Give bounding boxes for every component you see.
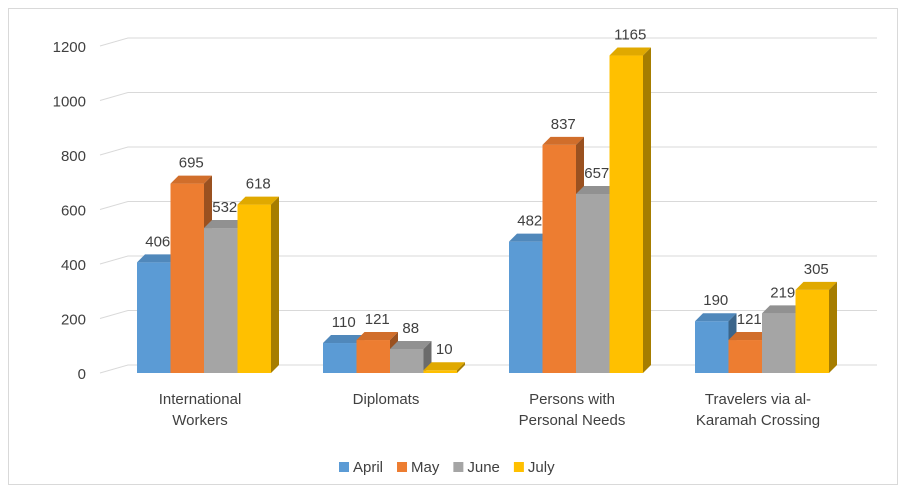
legend-swatch bbox=[453, 462, 464, 472]
bar bbox=[509, 233, 551, 373]
legend-label: May bbox=[411, 459, 440, 476]
bar-front bbox=[795, 289, 829, 373]
bar-front bbox=[609, 55, 643, 373]
y-tick-label: 600 bbox=[61, 202, 86, 219]
data-label: 219 bbox=[770, 284, 795, 301]
chart-border bbox=[8, 8, 898, 485]
x-tick-label: Persons with Personal Needs bbox=[518, 391, 626, 429]
y-tick-label: 400 bbox=[61, 257, 86, 274]
data-label: 110 bbox=[332, 314, 356, 331]
y-tick-label: 200 bbox=[61, 311, 86, 328]
x-tick-label: International Workers bbox=[158, 391, 242, 429]
data-label: 837 bbox=[551, 116, 576, 133]
bar bbox=[423, 362, 465, 373]
data-label: 657 bbox=[584, 165, 609, 182]
legend-swatch bbox=[513, 462, 524, 472]
data-label: 695 bbox=[179, 155, 204, 172]
bar-top bbox=[542, 136, 584, 145]
bar-top bbox=[170, 175, 212, 184]
data-label: 88 bbox=[402, 320, 419, 337]
y-tick-label: 0 bbox=[78, 366, 86, 383]
legend-label: April bbox=[353, 459, 383, 476]
data-label: 10 bbox=[436, 341, 453, 358]
bar-front bbox=[576, 193, 610, 373]
bar-top bbox=[323, 335, 365, 344]
data-label: 305 bbox=[804, 261, 829, 278]
bar-top bbox=[423, 362, 465, 371]
bar-front bbox=[695, 321, 729, 373]
x-tick-label: Travelers via al-Karamah Crossing bbox=[695, 391, 821, 429]
bar-front bbox=[762, 313, 796, 373]
data-label: 618 bbox=[246, 176, 271, 193]
bar bbox=[795, 281, 837, 373]
bar-side bbox=[829, 281, 837, 373]
bar bbox=[204, 220, 246, 373]
legend-swatch bbox=[339, 462, 349, 472]
legend-swatch bbox=[397, 462, 408, 472]
bar bbox=[390, 341, 432, 373]
bar-top bbox=[762, 305, 804, 314]
data-label: 482 bbox=[517, 213, 542, 230]
bar-top bbox=[728, 332, 770, 341]
data-label: 406 bbox=[145, 233, 170, 250]
bar bbox=[170, 175, 212, 373]
bar bbox=[356, 332, 398, 373]
bar-top bbox=[609, 47, 651, 56]
bar-side bbox=[643, 47, 651, 373]
x-tick-label: Diplomats bbox=[352, 391, 420, 408]
bar-front bbox=[237, 204, 271, 373]
bar-top bbox=[137, 254, 179, 263]
bar-top bbox=[390, 341, 432, 350]
bar-front bbox=[170, 183, 204, 373]
bar-front bbox=[137, 262, 171, 373]
data-label: 532 bbox=[212, 199, 237, 216]
bar-top bbox=[576, 185, 618, 194]
bar-front bbox=[323, 343, 357, 373]
bar-side bbox=[457, 362, 465, 373]
bar-top bbox=[356, 332, 398, 341]
data-label: 190 bbox=[703, 292, 728, 309]
data-label: 121 bbox=[365, 311, 390, 328]
bar-side bbox=[271, 196, 279, 373]
bar-front bbox=[390, 349, 424, 373]
bar-top bbox=[795, 281, 837, 290]
bar-front bbox=[542, 144, 576, 373]
data-label: 121 bbox=[737, 311, 762, 328]
y-tick-label: 800 bbox=[61, 148, 86, 165]
grid-line bbox=[99, 37, 877, 47]
bar-top bbox=[509, 233, 551, 242]
data-label: 1165 bbox=[614, 27, 646, 44]
bar bbox=[609, 47, 651, 373]
y-tick-label: 1200 bbox=[53, 39, 86, 56]
bar-top bbox=[204, 220, 246, 229]
legend-label: June bbox=[467, 459, 500, 476]
bar-front bbox=[204, 228, 238, 373]
bar-front bbox=[356, 340, 390, 373]
y-tick-label: 1000 bbox=[53, 93, 86, 110]
bar-top bbox=[237, 196, 279, 205]
bar-front bbox=[423, 370, 457, 373]
legend-label: July bbox=[528, 459, 555, 476]
bar-front bbox=[509, 241, 543, 373]
bar-front bbox=[728, 340, 762, 373]
bar bbox=[237, 196, 279, 373]
bar-top bbox=[695, 313, 737, 322]
